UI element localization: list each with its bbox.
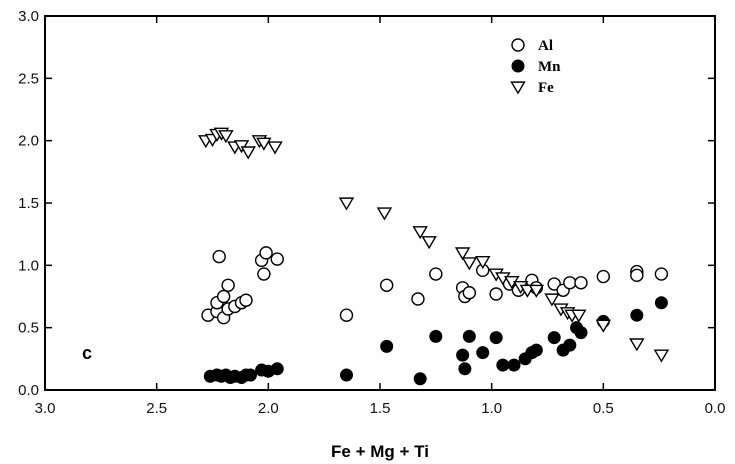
y-tick-label: 0.0	[18, 382, 39, 399]
point-fe	[528, 284, 545, 298]
point-fe	[544, 293, 560, 307]
point-fe	[629, 338, 645, 352]
point-al	[462, 286, 477, 300]
point-al	[630, 268, 644, 283]
point-fe	[461, 257, 478, 271]
y-tick-label: 2.0	[18, 133, 39, 150]
point-al	[257, 267, 271, 281]
point-al	[212, 249, 226, 264]
point-al	[339, 308, 354, 322]
point-al	[654, 267, 669, 281]
point-fe	[595, 319, 612, 333]
point-al	[574, 276, 588, 290]
point-al	[596, 269, 611, 284]
plot-frame	[44, 15, 716, 391]
point-mn	[413, 372, 427, 386]
point-mn	[507, 358, 521, 372]
point-mn	[380, 339, 394, 353]
y-axis: 0.0 0.5 1.0 1.5 2.0 2.5 3.0	[18, 8, 715, 399]
y-tick-label: 0.5	[18, 320, 39, 337]
point-mn	[489, 331, 503, 345]
x-axis-title: Fe + Mg + Ti	[331, 442, 429, 461]
point-fe	[240, 146, 256, 160]
legend-marker-al	[511, 38, 525, 52]
point-al	[239, 293, 253, 307]
legend-label-mn: Mn	[538, 59, 561, 75]
x-tick-label: 1.0	[481, 400, 502, 417]
point-fe	[454, 247, 471, 261]
point-mn	[654, 296, 668, 310]
legend-marker-mn	[511, 59, 525, 73]
point-al	[563, 276, 577, 290]
point-mn	[547, 331, 561, 345]
y-tick-label: 1.5	[18, 195, 39, 212]
x-tick-label: 2.0	[258, 400, 279, 417]
point-al	[270, 252, 284, 266]
point-mn	[340, 368, 353, 382]
point-mn	[456, 348, 470, 362]
point-mn	[529, 343, 543, 357]
x-tick-label: 3.0	[35, 400, 56, 417]
point-mn	[496, 358, 510, 372]
point-mn	[270, 362, 284, 376]
point-mn	[429, 329, 443, 343]
point-fe	[412, 226, 428, 240]
x-axis: 3.0 2.5 2.0 1.5 1.0 0.5 0.0	[35, 16, 726, 417]
point-mn	[630, 308, 644, 322]
point-mn	[243, 368, 257, 382]
point-mn	[462, 329, 476, 343]
point-fe	[338, 197, 355, 211]
x-tick-label: 1.5	[370, 400, 391, 417]
point-fe	[267, 141, 283, 155]
point-fe	[421, 236, 437, 250]
point-fe	[218, 130, 234, 144]
x-tick-label: 2.5	[146, 400, 167, 417]
series-mn	[203, 296, 668, 386]
point-al	[547, 277, 561, 291]
x-tick-label: 0.5	[593, 400, 614, 417]
point-fe	[475, 256, 491, 270]
point-al	[221, 278, 235, 292]
y-tick-label: 1.0	[18, 257, 39, 274]
legend: Al Mn Fe	[510, 38, 561, 96]
point-al	[216, 289, 231, 304]
point-fe	[376, 207, 393, 221]
point-al	[259, 246, 273, 260]
point-al	[489, 287, 503, 301]
legend-marker-fe	[510, 81, 526, 95]
point-fe	[571, 309, 587, 323]
legend-label-fe: Fe	[538, 80, 554, 96]
point-mn	[563, 338, 577, 352]
series-fe	[198, 127, 670, 363]
x-tick-label: 0.0	[705, 400, 726, 417]
y-tick-label: 2.5	[18, 70, 39, 87]
legend-label-al: Al	[538, 38, 553, 54]
point-mn	[476, 346, 490, 360]
point-mn	[574, 326, 588, 340]
y-tick-label: 3.0	[18, 8, 39, 25]
point-fe	[233, 140, 250, 154]
panel-label: c	[82, 343, 92, 363]
point-al	[380, 278, 394, 292]
point-al	[411, 292, 425, 306]
point-mn	[458, 362, 472, 376]
point-fe	[653, 349, 670, 363]
data-points	[198, 127, 670, 386]
series-al	[201, 246, 669, 325]
point-fe	[256, 137, 272, 151]
point-al	[429, 267, 443, 281]
